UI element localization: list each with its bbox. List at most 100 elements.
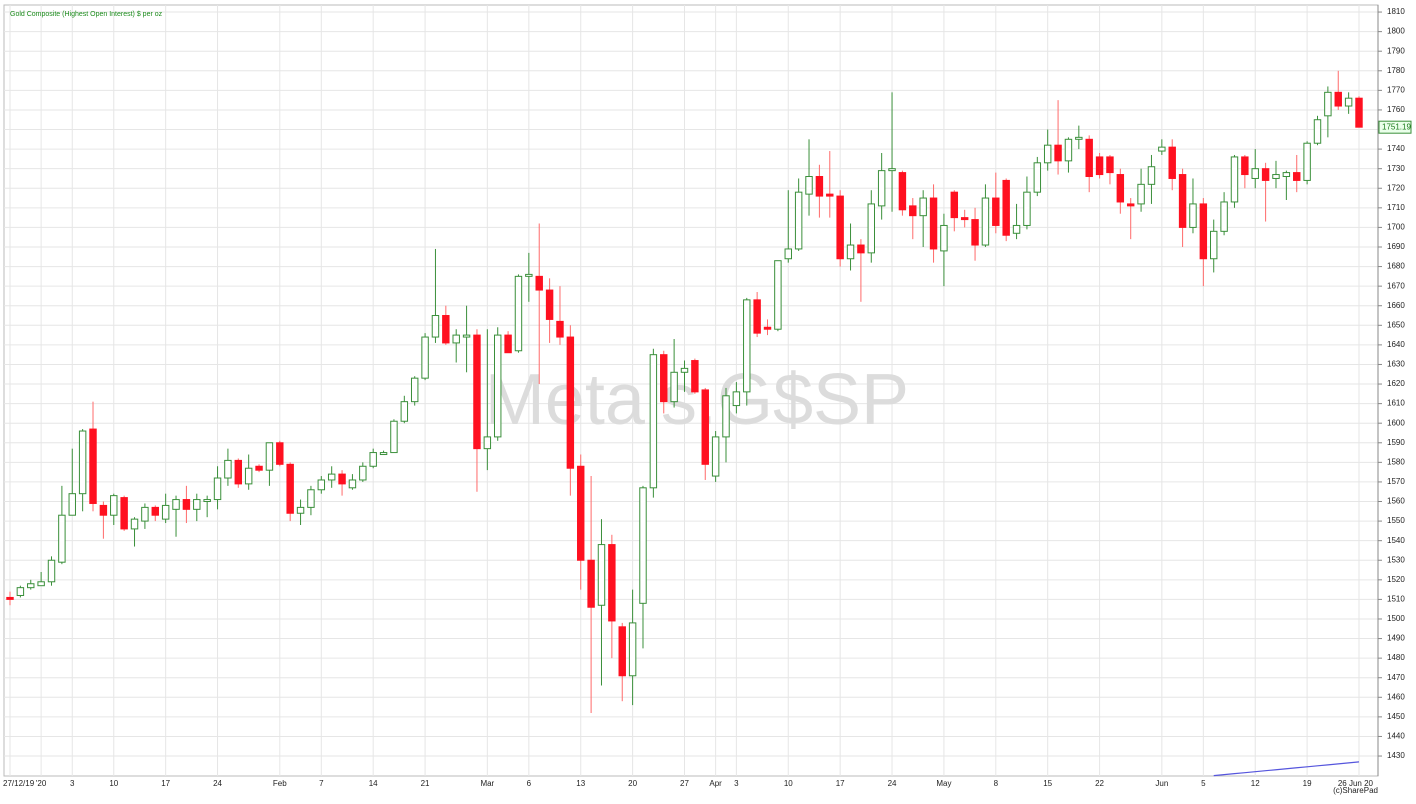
candle-body: [535, 275, 543, 291]
candle-body: [1293, 172, 1301, 181]
candle-body: [244, 467, 253, 485]
candle-body: [390, 420, 398, 454]
x-tick-label: May: [936, 779, 951, 788]
candle-body: [1355, 97, 1363, 128]
credit: (c)SharePad: [1333, 786, 1378, 795]
candle-body: [1261, 168, 1270, 181]
candle-body: [130, 518, 139, 530]
y-tick-label: 1600: [1387, 418, 1405, 427]
candle-body: [815, 176, 824, 197]
y-tick-label: 1710: [1387, 203, 1405, 212]
candle-body: [1230, 156, 1239, 203]
candle-body: [493, 334, 502, 438]
candle-body: [826, 193, 834, 197]
candle-body: [37, 581, 45, 587]
candle-body: [545, 289, 554, 320]
candle-body: [6, 596, 14, 600]
candle-body: [929, 197, 938, 250]
x-tick-label: 3: [734, 779, 739, 788]
candle-body: [58, 514, 66, 563]
x-tick-label: 5: [1201, 779, 1206, 788]
candle-body: [877, 170, 886, 207]
x-tick-label: 27: [680, 779, 689, 788]
y-tick-label: 1540: [1387, 536, 1405, 545]
y-tick-label: 1610: [1387, 399, 1405, 408]
y-tick-label: 1470: [1387, 673, 1405, 682]
y-tick-label: 1770: [1387, 85, 1405, 94]
y-tick-label: 1670: [1387, 281, 1405, 290]
y-tick-label: 1690: [1387, 242, 1405, 251]
y-tick-label: 1660: [1387, 301, 1405, 310]
chart-title: Gold Composite (Highest Open Interest) $…: [10, 11, 163, 18]
candle-body: [1075, 136, 1083, 140]
candle-body: [255, 465, 263, 471]
x-tick-label: Jun: [1155, 779, 1168, 788]
candle-body: [68, 493, 76, 516]
candle-body: [919, 197, 927, 217]
candle-body: [743, 299, 751, 393]
candle-body: [566, 336, 575, 469]
candle-body: [78, 430, 87, 495]
y-tick-label: 1800: [1387, 27, 1405, 36]
candle-body: [182, 499, 191, 510]
candle-body: [1241, 156, 1249, 176]
x-tick-label: 26 Jun 20: [1338, 779, 1374, 788]
y-tick-label: 1480: [1387, 653, 1405, 662]
y-tick-label: 1590: [1387, 438, 1405, 447]
x-tick-label: 3: [70, 779, 75, 788]
x-tick-label: 24: [888, 779, 897, 788]
x-tick-label: 8: [994, 779, 999, 788]
candle-body: [1178, 174, 1187, 228]
candle-body: [296, 506, 305, 514]
candle-body: [16, 587, 25, 596]
overlay-line: [1213, 761, 1360, 777]
candle-body: [1303, 142, 1311, 181]
y-tick-label: 1640: [1387, 340, 1405, 349]
candle-body: [577, 465, 585, 561]
candle-body: [680, 367, 689, 373]
candle-body: [981, 197, 990, 246]
candle-body: [1334, 91, 1342, 107]
y-tick-label: 1780: [1387, 66, 1405, 75]
candle-body: [473, 334, 481, 450]
candle-body: [950, 191, 959, 219]
candle-body: [379, 452, 388, 456]
candle-body: [462, 334, 471, 338]
candle-body: [556, 320, 564, 338]
candle-body: [784, 248, 792, 260]
x-tick-label: 17: [161, 779, 170, 788]
candle-body: [504, 334, 512, 354]
y-tick-label: 1560: [1387, 497, 1405, 506]
candle-body: [597, 544, 606, 606]
y-tick-label: 1570: [1387, 477, 1405, 486]
candle-body: [660, 354, 668, 403]
y-tick-label: 1620: [1387, 379, 1405, 388]
candle-body: [774, 260, 782, 330]
candle-body: [836, 195, 844, 260]
y-tick-label: 1810: [1387, 7, 1405, 16]
x-tick-label: 15: [1043, 779, 1052, 788]
candle-body: [1126, 203, 1135, 207]
x-tick-label: Feb: [273, 779, 287, 788]
candle-body: [794, 191, 803, 250]
last-price-label: 1751.19: [1382, 122, 1411, 131]
candle-body: [400, 401, 409, 422]
candle-body: [483, 436, 492, 450]
x-tick-label: 27/12/19: [3, 779, 35, 788]
x-tick-label: 7: [319, 779, 324, 788]
candle-body: [213, 477, 222, 501]
y-tick-label: 1520: [1387, 575, 1405, 584]
candle-body: [452, 334, 460, 344]
x-tick-label: Mar: [480, 779, 494, 788]
candle-body: [172, 499, 180, 510]
candle-body: [1137, 183, 1145, 205]
candle-body: [141, 506, 149, 522]
x-tick-label: 12: [1251, 779, 1260, 788]
candle-body: [265, 442, 274, 471]
y-tick-label: 1430: [1387, 751, 1405, 760]
y-tick-label: 1550: [1387, 516, 1405, 525]
y-tick-label: 1530: [1387, 555, 1405, 564]
candle-body: [1012, 224, 1021, 234]
candle-body: [234, 459, 243, 485]
